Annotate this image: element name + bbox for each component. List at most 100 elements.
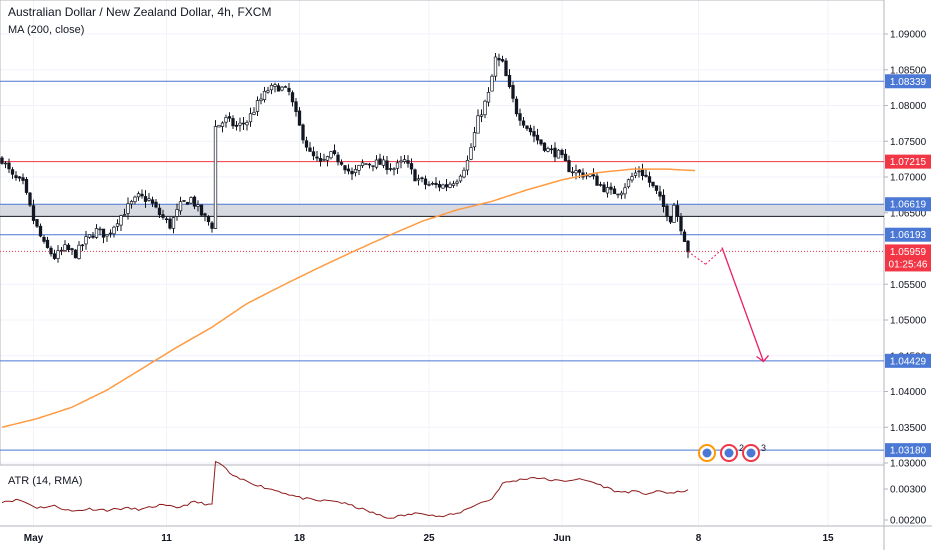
candle-down [682,231,687,242]
ma-line[interactable] [1,168,696,429]
candle-down [385,160,389,170]
candle-up [633,172,638,176]
time-tick-label: 11 [161,533,172,544]
candle-up [217,124,221,128]
horizontal-levels[interactable] [0,80,884,451]
candle-down [297,110,302,126]
level-tag-1.07215 [885,154,931,169]
candle-down [413,169,417,182]
candle-down [339,162,344,165]
candle-up [252,111,256,115]
candle-down [7,162,11,170]
candle-down [658,191,662,197]
candle-up [63,244,67,251]
projection-arrow-line[interactable] [721,247,765,362]
level-tag-text: 1.08339 [890,77,927,88]
candle-down [231,118,235,127]
candle-up [605,187,610,194]
candle-down [532,131,536,137]
candle-up [220,122,225,127]
price-tick-label: 1.08000 [890,101,927,112]
atr-series[interactable] [1,460,689,519]
candle-up [129,201,134,205]
projection-arrow[interactable] [687,247,769,363]
level-tag-text: 1.06619 [890,200,927,211]
atr-label[interactable]: ATR (14, RMA) [8,475,82,487]
candle-up [94,228,99,238]
candle-up [280,86,284,91]
candle-down [507,74,512,88]
candle-up [108,232,113,235]
atr-line[interactable] [1,460,689,519]
candle-down [14,175,18,179]
candlestick-series[interactable] [0,53,690,263]
event-count: 3 [761,443,766,453]
candle-up [115,223,120,227]
candle-down [423,178,428,185]
candle-up [189,197,193,204]
candle-up [255,100,260,112]
candle-up [630,176,634,181]
candle-down [388,168,393,170]
candle-down [661,194,666,207]
candle-up [448,183,452,188]
candle-down [560,149,564,156]
candle-down [332,150,337,155]
candle-down [210,222,214,229]
moving-average-series[interactable] [1,168,696,429]
candle-up [3,162,8,165]
flag-icon [746,448,756,458]
candle-down [521,120,526,126]
projection-dash-1[interactable] [687,251,706,265]
candle-up [672,204,676,223]
candle-down [45,239,50,248]
candle-up [619,192,624,196]
candle-up [441,184,445,189]
projection-arrow-head[interactable] [756,355,769,363]
candle-up [262,90,267,101]
candle-up [626,179,631,188]
candle-down [528,127,533,133]
candle-down [367,163,372,166]
atr-axis[interactable]: 0.00300 0.00200 [884,485,927,527]
level-tag-1.08339 [885,74,931,89]
time-tick-label: Jun [553,533,571,544]
candle-up [493,56,498,77]
level-tag-1.03180 [885,443,931,458]
candle-up [325,156,330,161]
candle-down [668,216,673,223]
candle-up [623,187,627,195]
price-tick-label: 1.05500 [890,280,927,291]
candle-down [350,171,354,175]
indicator-label[interactable]: MA (200, close) [8,24,84,36]
candle-up [133,196,137,203]
time-axis[interactable]: May111825Jun8152214:30 [24,533,932,544]
event-count: 2 [739,443,744,453]
candle-down [542,142,547,151]
candle-down [31,205,36,221]
candle-up [59,249,64,252]
candle-down [283,86,288,88]
candle-down [10,169,15,175]
level-tag-1.04429 [885,353,931,368]
candle-up [87,234,92,238]
candle-down [318,158,323,162]
candle-down [199,204,204,216]
candle-up [427,184,431,186]
candle-down [143,196,148,202]
candle-down [91,235,95,238]
candle-down [49,247,53,255]
candle-down [150,199,155,204]
level-tag-text: 1.03180 [890,446,927,457]
candle-up [259,98,263,102]
candle-down [500,59,505,62]
projection-dash-2[interactable] [705,248,724,265]
candle-down [168,218,172,229]
candle-up [357,164,361,171]
candle-down [101,228,106,238]
candle-down [434,182,438,185]
candle-up [574,170,578,174]
time-tick-label: 25 [423,533,435,544]
